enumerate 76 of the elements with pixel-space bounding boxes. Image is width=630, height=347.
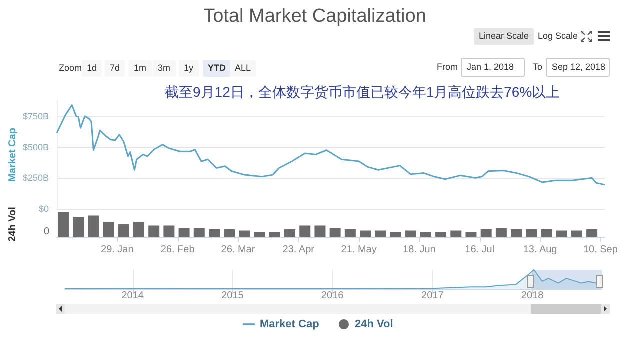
bar — [344, 230, 356, 237]
bar — [480, 230, 492, 237]
text: 1d — [82, 60, 102, 77]
bar — [390, 232, 402, 237]
text: YTD — [203, 60, 231, 77]
x-tick-label: 2017 — [422, 290, 444, 302]
bar — [58, 212, 69, 237]
text: 7d — [105, 60, 126, 77]
bar — [511, 230, 522, 237]
bar — [526, 230, 538, 237]
bar — [118, 224, 130, 237]
text: 截至9月12日，全体数字货币市值已较今年1月高位跌去76%以上 — [165, 84, 560, 100]
x-tick-label: 29. Jan — [101, 244, 134, 256]
bar — [164, 226, 175, 237]
bar — [284, 230, 296, 237]
text: Log Scale — [537, 30, 580, 43]
x-tick-label: 13. Aug — [523, 244, 558, 256]
text: Sep 12, 2018 — [546, 58, 610, 77]
x-tick-label: 2016 — [321, 290, 344, 302]
bar — [300, 226, 311, 237]
x-tick-label: 21. May — [341, 244, 377, 256]
y-tick-label: $250B — [22, 173, 49, 184]
x-tick-label: 2018 — [521, 290, 544, 302]
y-tick-label: $0 — [38, 204, 49, 214]
text: Zoom — [58, 62, 84, 75]
text: Linear Scale — [474, 28, 534, 45]
bar — [541, 230, 552, 237]
x-tick-label: 16. Jul — [465, 244, 495, 256]
bar — [375, 230, 386, 237]
line-series — [56, 104, 606, 186]
bar — [360, 230, 372, 237]
x-tick-label: 26. Feb — [160, 244, 196, 256]
bar — [556, 230, 568, 237]
bar — [208, 230, 220, 237]
bar — [466, 232, 477, 237]
bar — [436, 232, 447, 237]
text: 3m — [153, 60, 176, 77]
chart-title: Total Market Capitalization — [204, 6, 426, 27]
x-tick-label: 10. Sep — [583, 244, 618, 256]
bar — [148, 226, 160, 237]
bar — [239, 230, 250, 237]
text: 1m — [129, 60, 152, 77]
bar — [178, 228, 190, 237]
bar — [314, 226, 326, 237]
bar — [330, 228, 341, 237]
text: To — [532, 61, 544, 74]
bar — [571, 230, 582, 237]
legend-label: Market Cap — [260, 318, 320, 330]
bar — [586, 230, 598, 237]
bar — [88, 216, 100, 237]
bar — [420, 232, 432, 237]
bar — [194, 228, 205, 237]
text: 0 — [44, 226, 50, 238]
bar — [224, 230, 236, 237]
text: 1y — [179, 60, 199, 77]
y-axis-title: 24h Vol — [8, 206, 18, 242]
x-tick-label: 23. Apr — [282, 244, 316, 256]
text: ALL — [230, 60, 256, 77]
legend-label: 24h Vol — [355, 318, 394, 330]
bar — [133, 222, 144, 237]
y-axis-title: Market Cap — [8, 128, 18, 182]
bar — [73, 217, 84, 237]
x-tick-label: 26. Mar — [221, 244, 256, 256]
text: From — [436, 61, 459, 74]
bar — [254, 232, 266, 237]
bar — [269, 232, 280, 237]
bar — [496, 228, 507, 237]
bar — [450, 230, 462, 237]
y-tick-label: $500B — [22, 142, 49, 152]
x-tick-label: 2015 — [222, 290, 244, 302]
x-tick-label: 2014 — [122, 290, 144, 302]
bar — [405, 230, 416, 237]
text: Jan 1, 2018 — [461, 58, 525, 77]
x-tick-label: 18. Jun — [403, 244, 436, 256]
bar — [103, 222, 114, 237]
y-tick-label: $750B — [22, 111, 49, 122]
